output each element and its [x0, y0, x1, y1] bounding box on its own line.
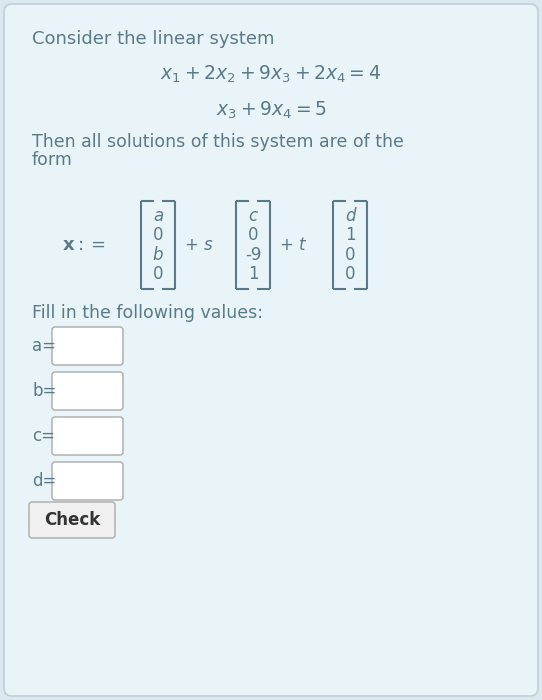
Text: d=: d=	[32, 472, 56, 490]
Text: 1: 1	[345, 226, 356, 244]
FancyBboxPatch shape	[52, 462, 123, 500]
Text: Consider the linear system: Consider the linear system	[32, 30, 274, 48]
Text: b=: b=	[32, 382, 56, 400]
Text: 0: 0	[153, 265, 163, 283]
Text: 1: 1	[248, 265, 259, 283]
Text: 0: 0	[248, 226, 258, 244]
Text: a: a	[153, 207, 163, 225]
Text: $\mathbf{x} :=$: $\mathbf{x} :=$	[62, 236, 105, 254]
Text: $x_3 + 9x_4 = 5$: $x_3 + 9x_4 = 5$	[216, 100, 326, 121]
FancyBboxPatch shape	[52, 417, 123, 455]
Text: Check: Check	[44, 511, 100, 529]
Text: $+\ t$: $+\ t$	[279, 236, 307, 254]
Text: $x_1 + 2x_2 + 9x_3 + 2x_4 = 4$: $x_1 + 2x_2 + 9x_3 + 2x_4 = 4$	[160, 64, 382, 85]
Text: Fill in the following values:: Fill in the following values:	[32, 304, 263, 322]
Text: 0: 0	[345, 246, 355, 264]
Text: $+\ s$: $+\ s$	[184, 236, 214, 254]
Text: 0: 0	[153, 226, 163, 244]
Text: -9: -9	[245, 246, 261, 264]
Text: Then all solutions of this system are of the: Then all solutions of this system are of…	[32, 133, 404, 151]
Text: b: b	[153, 246, 163, 264]
Text: c=: c=	[32, 427, 55, 445]
FancyBboxPatch shape	[4, 4, 538, 696]
FancyBboxPatch shape	[52, 372, 123, 410]
Text: a=: a=	[32, 337, 56, 355]
Text: form: form	[32, 151, 73, 169]
Text: 0: 0	[345, 265, 355, 283]
FancyBboxPatch shape	[52, 327, 123, 365]
Text: d: d	[345, 207, 355, 225]
FancyBboxPatch shape	[29, 502, 115, 538]
Text: c: c	[248, 207, 257, 225]
